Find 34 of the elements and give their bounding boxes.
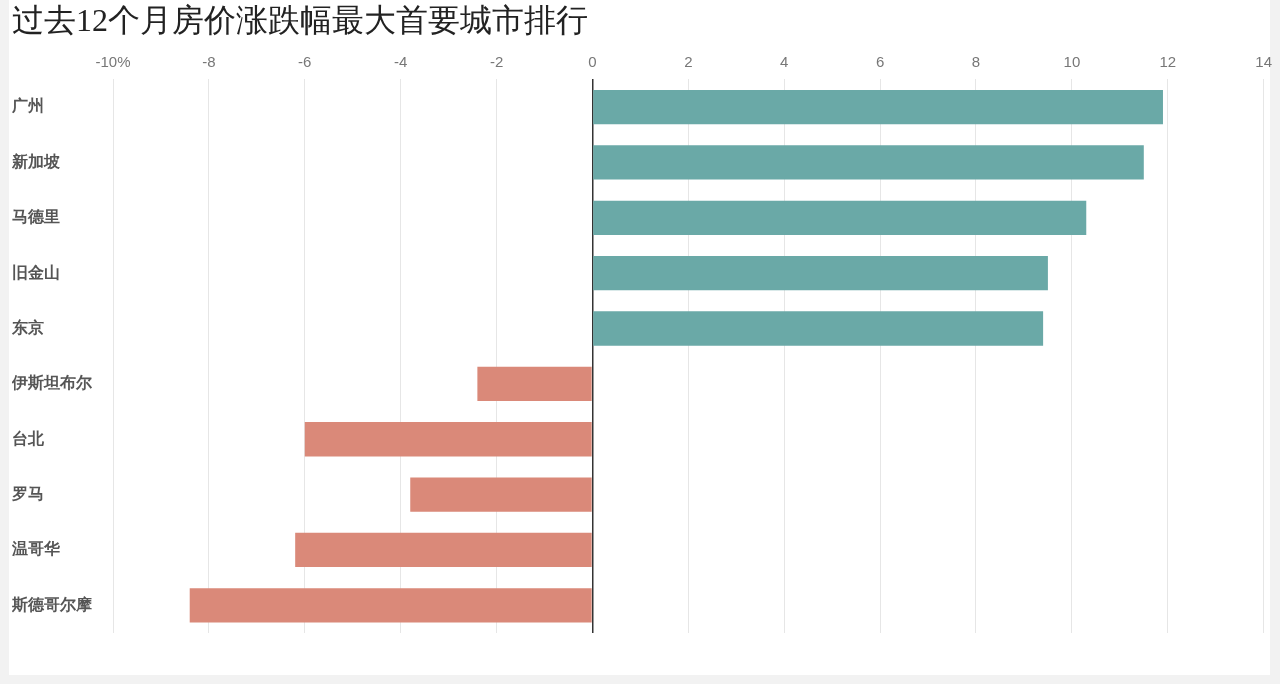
x-tick-label: 2 xyxy=(684,52,693,70)
y-tick-label: 马德里 xyxy=(12,208,60,226)
chart-title: 过去12个月房价涨跌幅最大首要城市排行 xyxy=(12,1,588,38)
x-tick-label: -2 xyxy=(489,52,504,70)
x-tick-label: 12 xyxy=(1159,52,1177,70)
x-tick-label: 10 xyxy=(1063,52,1081,70)
bar xyxy=(304,422,592,457)
x-tick-label: 8 xyxy=(971,52,981,70)
x-tick-label: -4 xyxy=(393,52,408,70)
bar xyxy=(295,532,592,568)
x-tick-label: 14 xyxy=(1255,52,1272,70)
x-tick-label: 4 xyxy=(780,52,789,70)
x-tick-label: -10% xyxy=(95,52,131,70)
y-tick-label: 新加坡 xyxy=(11,152,61,170)
y-tick-label: 东京 xyxy=(11,318,44,336)
bar xyxy=(410,477,592,512)
y-tick-label: 广州 xyxy=(11,97,44,115)
bar xyxy=(477,366,592,402)
bar xyxy=(593,256,1048,291)
bar xyxy=(593,89,1163,125)
bar xyxy=(593,145,1144,180)
x-tick-label: 0 xyxy=(588,52,597,70)
y-tick-label: 旧金山 xyxy=(12,263,60,281)
x-tick-label: -6 xyxy=(298,52,312,70)
bar xyxy=(189,588,592,623)
x-tick-label: -8 xyxy=(202,52,216,70)
y-tick-label: 台北 xyxy=(12,429,45,447)
bar xyxy=(593,311,1044,346)
y-tick-label: 温哥华 xyxy=(11,540,60,558)
y-tick-label: 伊斯坦布尔 xyxy=(11,374,93,392)
y-tick-label: 斯德哥尔摩 xyxy=(11,595,92,613)
x-tick-label: 6 xyxy=(875,52,885,70)
y-tick-label: 罗马 xyxy=(11,485,44,503)
bar xyxy=(593,200,1087,235)
